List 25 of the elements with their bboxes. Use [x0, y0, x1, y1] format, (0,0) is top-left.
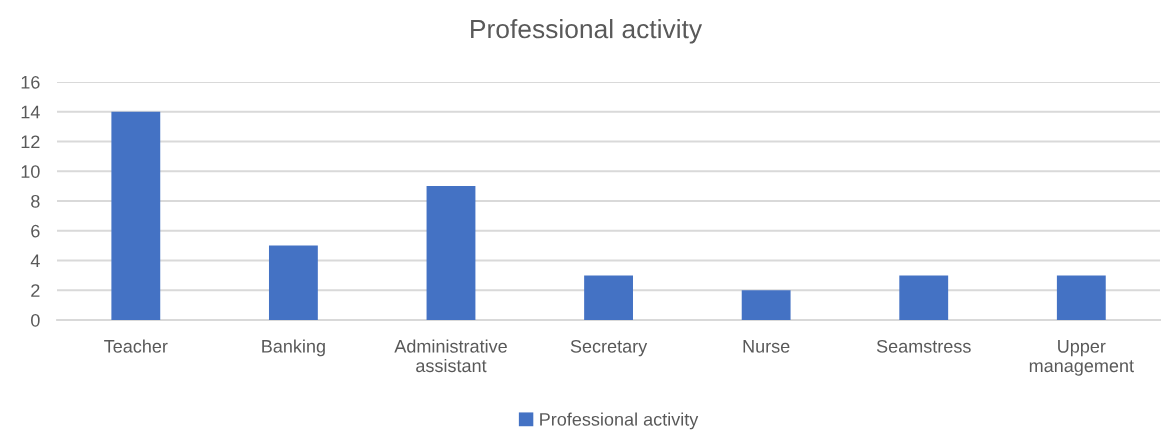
bar [1056, 275, 1106, 321]
y-tick-label: 14 [21, 105, 40, 119]
y-tick-label: 8 [31, 194, 40, 208]
bar [426, 186, 476, 321]
chart-title: Professional activity [471, 18, 703, 44]
y-tick-label: 12 [21, 135, 40, 149]
x-tick-label: Banking [262, 339, 325, 357]
bar [268, 245, 318, 321]
x-tick-label: Secretary [570, 339, 648, 357]
y-tick-label: 0 [31, 313, 40, 327]
y-tick-label: 16 [21, 75, 40, 89]
x-tick-label: Nurse [743, 340, 790, 353]
y-tick-label: 2 [31, 284, 40, 297]
x-tick-label: Administrative assistant [394, 339, 507, 373]
x-tick-label: Seamstress [876, 339, 971, 353]
bar [899, 275, 949, 321]
y-tick-label: 6 [31, 224, 40, 238]
bar [111, 111, 161, 321]
x-tick-label: Upper management [1029, 340, 1134, 376]
bar [584, 275, 633, 321]
bar [741, 290, 791, 321]
x-tick-label: Teacher [104, 339, 168, 353]
y-tick-label: 10 [21, 165, 40, 178]
legend-label: Professional activity [540, 412, 699, 430]
y-tick-label: 4 [30, 254, 40, 268]
